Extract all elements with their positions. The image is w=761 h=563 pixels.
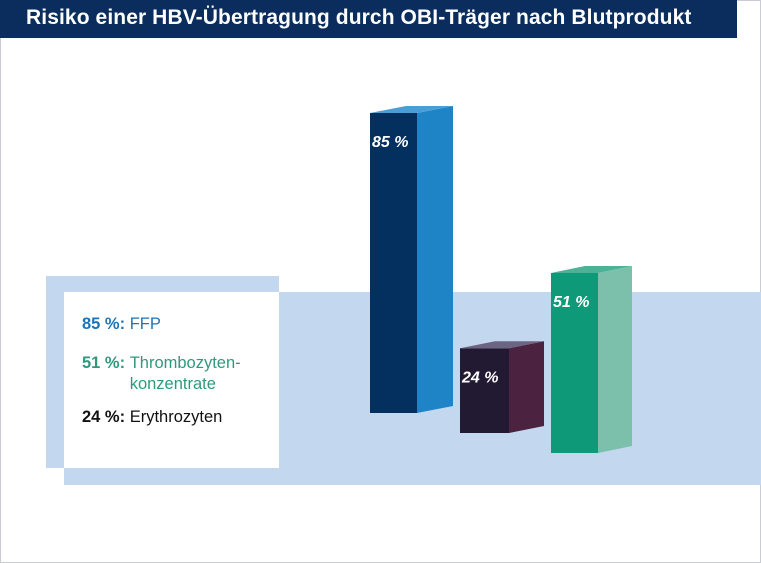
legend-item-thrombozyten: 51 %: Thrombozyten- konzentrate — [82, 353, 241, 395]
bar-top — [460, 341, 544, 349]
title-bar: Risiko einer HBV-Übertragung durch OBI-T… — [0, 0, 737, 38]
legend-item-erythrozyten: 24 %: Erythrozyten — [82, 407, 222, 428]
legend-label: Erythrozyten — [129, 408, 223, 426]
bar-front — [460, 348, 509, 433]
legend-value: 85 %: — [82, 315, 126, 333]
legend-value: 51 %: — [82, 354, 126, 372]
legend — [64, 292, 279, 468]
bar-data-label: 51 % — [553, 294, 589, 311]
chart-title: Risiko einer HBV-Übertragung durch OBI-T… — [26, 6, 692, 29]
bar-data-label: 85 % — [372, 134, 408, 151]
bar-ffp: 85 % — [370, 106, 453, 413]
bar-side — [417, 106, 453, 413]
bar-data-label: 24 % — [461, 369, 498, 386]
legend-label: FFP — [129, 315, 161, 333]
bar-top — [551, 266, 632, 273]
legend-label: Thrombozyten- konzentrate — [129, 354, 241, 393]
bar-side — [509, 341, 544, 433]
bar-front — [370, 113, 417, 413]
bar-thrombozyten: 51 % — [551, 266, 632, 453]
bar-front — [551, 273, 598, 453]
legend-value: 24 %: — [82, 408, 126, 426]
bar-side — [598, 266, 632, 453]
legend-item-ffp: 85 %: FFP — [82, 314, 161, 335]
bar-erythrozyten: 24 % — [460, 341, 544, 433]
bar-top — [370, 106, 453, 113]
